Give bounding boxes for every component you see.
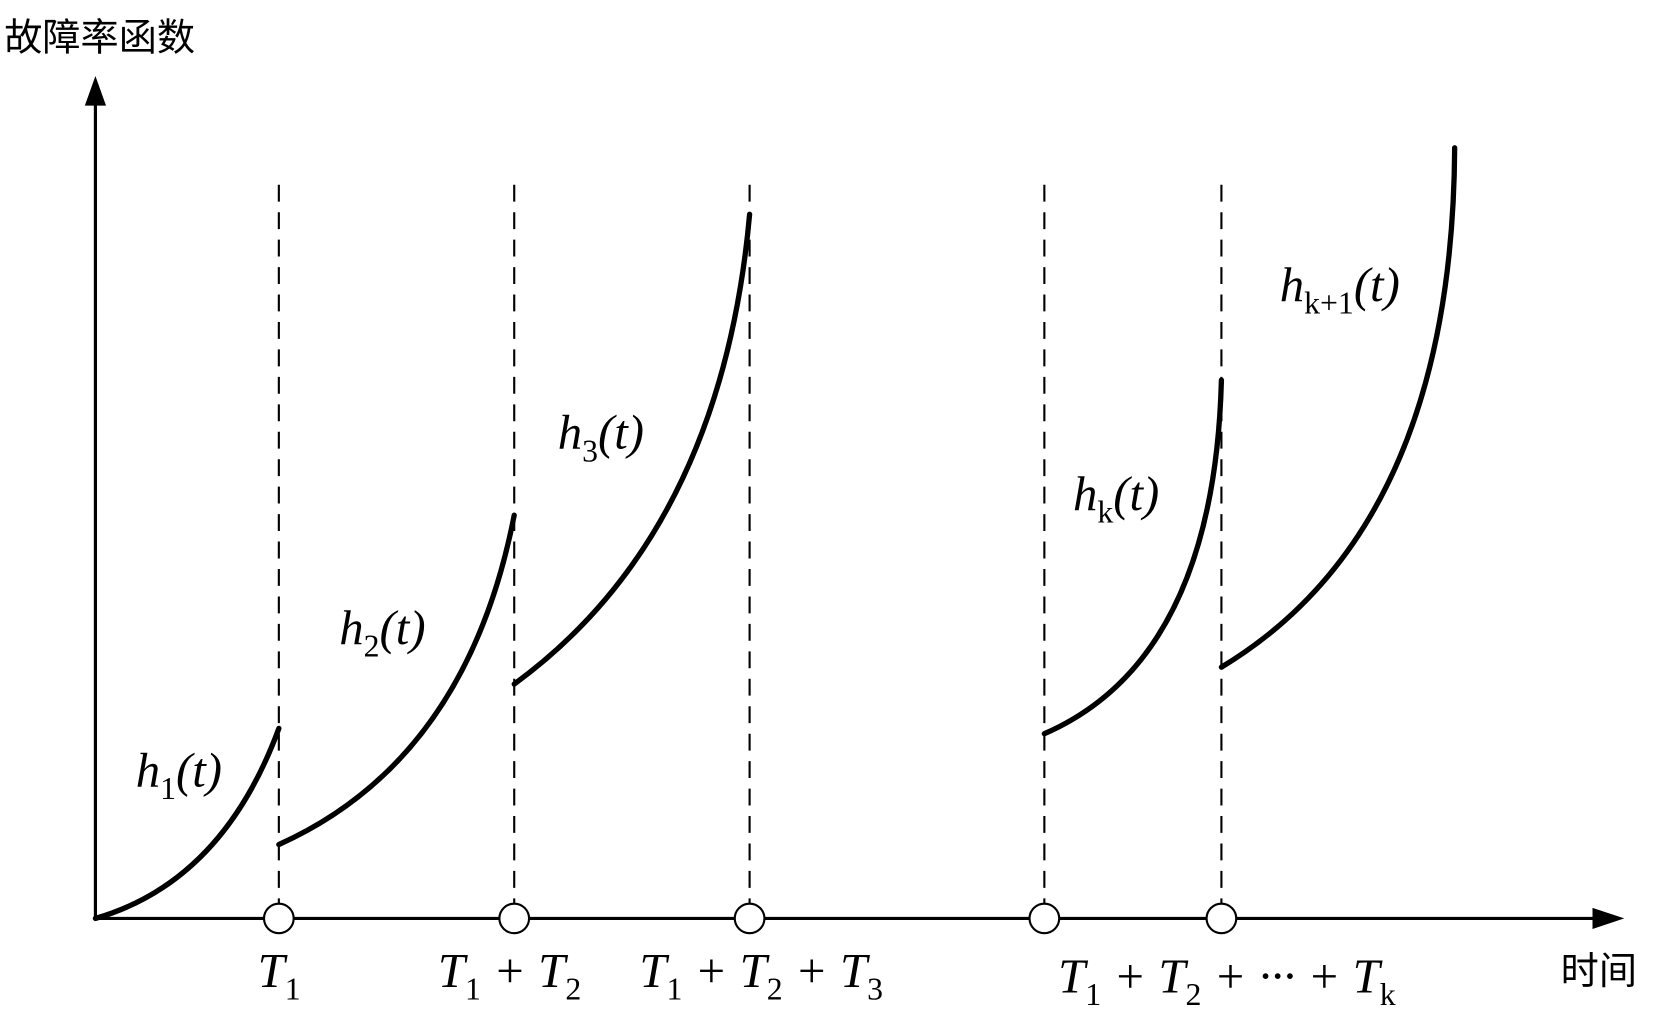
curve-label: hk(t) — [1073, 467, 1159, 530]
subscript: 1 — [285, 972, 301, 1007]
label-text: + T — [1101, 949, 1188, 1003]
label-text: + T — [481, 944, 568, 998]
subscript: 3 — [582, 433, 598, 468]
y-arrow — [84, 76, 107, 106]
label-text: + T — [682, 944, 769, 998]
dashed-lines — [277, 184, 1223, 904]
label-text: (t) — [176, 744, 222, 798]
label-text: T — [438, 944, 468, 998]
label-text: (t) — [380, 601, 426, 655]
markers — [262, 902, 1238, 935]
subscript: 3 — [867, 972, 883, 1007]
label-text: h — [1073, 467, 1097, 521]
x-tick-label: T1 + T2 + T3 — [639, 944, 883, 1007]
subscript: k — [1097, 495, 1113, 530]
label-text: T — [639, 944, 669, 998]
marker — [1205, 902, 1238, 935]
marker — [733, 902, 766, 935]
curve — [511, 211, 753, 687]
curve-label: h3(t) — [558, 406, 644, 469]
marker — [498, 902, 531, 935]
subscript: 2 — [364, 629, 380, 664]
y-axis-label: 故障率函数 — [4, 16, 195, 60]
subscript: 1 — [465, 972, 481, 1007]
subscript: 1 — [1085, 977, 1101, 1012]
curves — [92, 145, 1458, 922]
x-tick-label: T1 + T2 + ··· + Tk — [1058, 949, 1396, 1012]
label-text: h — [1280, 258, 1304, 312]
curve — [92, 725, 282, 922]
curve-label: h1(t) — [136, 744, 222, 807]
curve — [1218, 145, 1458, 670]
x-axis-label: 时间 — [1561, 949, 1637, 993]
label-text: + ··· + T — [1201, 949, 1382, 1003]
marker — [1028, 902, 1061, 935]
curve — [1041, 377, 1225, 737]
label-text: h — [558, 406, 582, 460]
label-text: (t) — [598, 406, 644, 460]
label-text: h — [136, 744, 160, 798]
subscript: 1 — [666, 972, 682, 1007]
label-text: h — [339, 601, 363, 655]
x-arrow — [1592, 907, 1625, 929]
subscript: 2 — [1186, 977, 1202, 1012]
subscript: 1 — [160, 771, 176, 806]
label-text: (t) — [1354, 258, 1400, 312]
curve — [276, 512, 517, 848]
subscript: 2 — [565, 972, 581, 1007]
label-text: T — [1058, 949, 1088, 1003]
subscript: k+1 — [1304, 286, 1354, 321]
marker — [262, 902, 295, 935]
curve-label: hk+1(t) — [1280, 258, 1400, 321]
label-text: + T — [783, 944, 870, 998]
x-tick-label: T1 — [258, 944, 301, 1007]
label-text: (t) — [1113, 467, 1159, 521]
subscript: 2 — [767, 972, 783, 1007]
curve-label: h2(t) — [339, 601, 425, 664]
subscript: k — [1380, 977, 1396, 1012]
label-text: T — [258, 944, 288, 998]
x-tick-label: T1 + T2 — [438, 944, 581, 1007]
